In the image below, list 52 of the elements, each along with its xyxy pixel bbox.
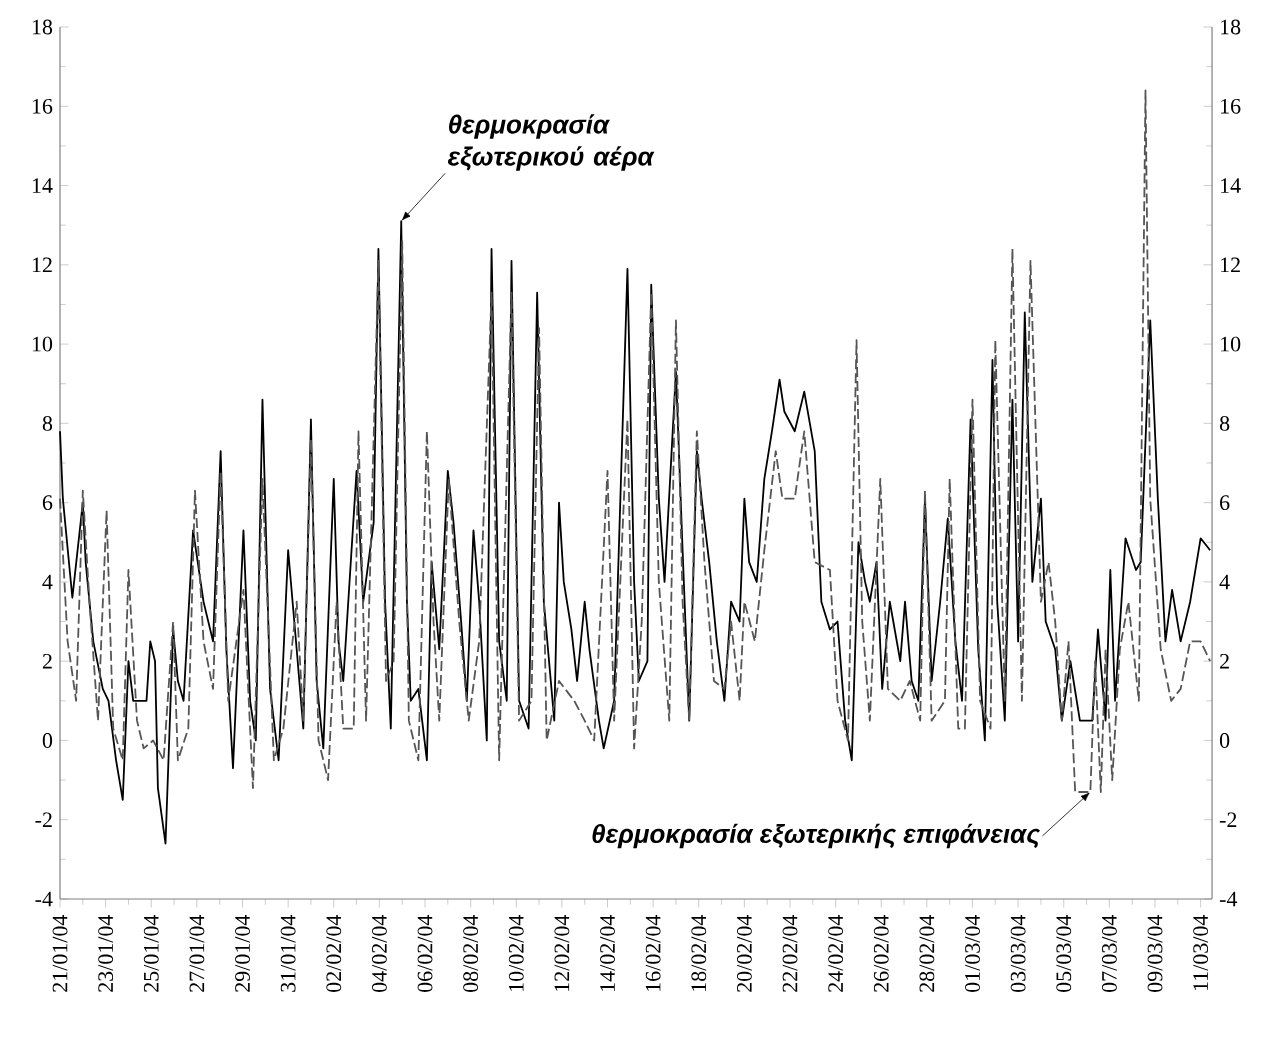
y-tick-label: -4 xyxy=(1219,891,1238,907)
y2-tick-label: -4 xyxy=(35,891,53,907)
annotation: θερμοκρασία εξωτερικής επιφάνειας xyxy=(592,823,1040,849)
y2-tick-label: 2 xyxy=(42,653,52,669)
y2-tick-label: 18 xyxy=(32,19,53,35)
y2-tick-label: 8 xyxy=(42,415,53,431)
y-tick-label: 18 xyxy=(1221,19,1241,35)
x-tick-label: 08/02/04 xyxy=(463,914,479,992)
y-tick-label: 6 xyxy=(1220,495,1230,511)
x-tick-label: 29/01/04 xyxy=(235,914,250,992)
y-tick-label: 10 xyxy=(1221,336,1241,352)
y2-tick-label: 4 xyxy=(42,574,53,590)
x-tick-label: 25/01/04 xyxy=(143,914,159,992)
x-tick-label: 26/02/04 xyxy=(873,914,889,992)
y-tick-label: -2 xyxy=(1219,812,1237,828)
annotation: θερμοκρασία εξωτερικού αέρα xyxy=(447,114,655,171)
y2-tick-label: -2 xyxy=(35,812,52,828)
y-tick-label: 4 xyxy=(1219,574,1230,590)
y2-tick-label: 12 xyxy=(32,257,52,273)
x-tick-label: 05/03/04 xyxy=(1056,914,1072,992)
x-tick-label: 04/02/04 xyxy=(371,914,387,992)
x-tick-label: 24/02/04 xyxy=(828,914,844,992)
x-tick-label: 28/02/04 xyxy=(919,914,935,992)
y-tick-label: 14 xyxy=(1221,178,1241,193)
x-tick-label: 23/01/04 xyxy=(98,914,114,992)
x-tick-label: 01/03/04 xyxy=(965,914,980,992)
x-tick-label: 02/02/04 xyxy=(326,914,342,992)
x-tick-label: 31/01/04 xyxy=(280,914,296,992)
x-tick-label: 07/03/04 xyxy=(1101,914,1117,992)
x-tick-label: 22/02/04 xyxy=(782,914,798,992)
x-tick-label: 03/03/04 xyxy=(1010,914,1026,992)
x-tick-label: 18/02/04 xyxy=(691,914,707,991)
y2-tick-label: 10 xyxy=(32,336,53,352)
x-tick-label: 16/02/04 xyxy=(645,914,661,991)
y2-tick-label: 16 xyxy=(32,98,53,114)
x-tick-label: 11/03/04 xyxy=(1193,914,1209,991)
y2-tick-label: 0 xyxy=(42,733,53,748)
y-tick-label: 2 xyxy=(1220,653,1229,669)
y-tick-label: 8 xyxy=(1219,415,1230,431)
y-tick-label: 0 xyxy=(1219,733,1230,748)
y2-tick-label: 14 xyxy=(32,178,53,193)
x-tick-label: 06/02/04 xyxy=(417,914,433,992)
x-tick-label: 21/01/04 xyxy=(52,914,68,992)
x-tick-label: 14/02/04 xyxy=(600,914,615,991)
y-tick-label: 12 xyxy=(1221,257,1240,273)
y-tick-label: 16 xyxy=(1221,98,1241,114)
x-tick-label: 27/01/04 xyxy=(189,914,205,992)
x-tick-label: 09/03/04 xyxy=(1147,914,1163,992)
y2-tick-label: 6 xyxy=(42,495,53,511)
x-tick-label: 20/02/04 xyxy=(736,914,752,992)
x-tick-label: 10/02/04 xyxy=(508,914,524,991)
x-tick-label: 12/02/04 xyxy=(554,914,570,991)
